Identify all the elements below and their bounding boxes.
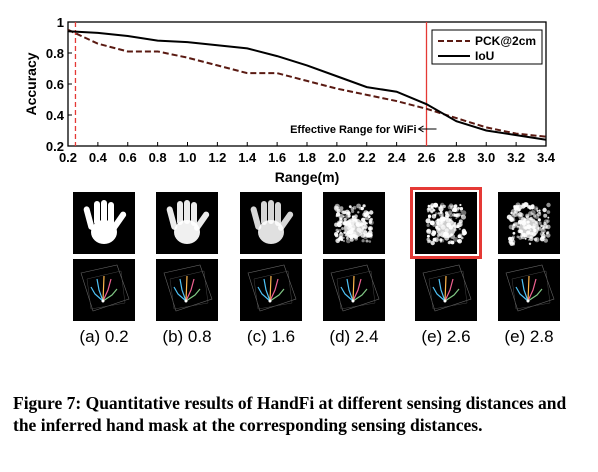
hand-mask-panel (410, 187, 482, 259)
legend-label: PCK@2cm (475, 34, 536, 48)
hand-mask-image (250, 200, 294, 244)
hand-skeleton-image (330, 264, 380, 312)
hand-skeleton-image (247, 264, 297, 312)
hand-skeleton-panel (498, 259, 560, 321)
hand-mask-panel (323, 192, 385, 254)
hand-mask-panel (498, 192, 560, 254)
hand-mask-image (506, 202, 551, 246)
x-tick-label: 1.8 (298, 150, 316, 165)
hand-skeleton-panel (415, 259, 477, 321)
hand-skeleton-image (80, 264, 130, 312)
x-tick-label: 3.2 (507, 150, 525, 165)
panel-label: (d) 2.4 (329, 327, 379, 346)
legend-box (431, 29, 543, 65)
panel-label: (b) 0.8 (162, 327, 212, 346)
x-tick-label: 0.2 (59, 150, 77, 165)
y-tick-label: 1 (57, 15, 64, 30)
hand-mask-image (425, 202, 467, 246)
y-tick-label: 0.8 (46, 46, 64, 61)
x-tick-label: 1.2 (208, 150, 226, 165)
annotation-arrowhead (417, 125, 424, 133)
series-line-pck-2cm (67, 28, 547, 138)
hand-mask-image (83, 200, 127, 244)
x-tick-label: 0.8 (149, 150, 167, 165)
hand-mask-panel (240, 192, 302, 254)
y-axis-label: Accuracy (23, 52, 39, 115)
panel-label: (e) 2.6 (421, 327, 471, 346)
figure-caption: Figure 7: Quantitative results of HandFi… (13, 393, 567, 435)
x-tick-label: 2.2 (358, 150, 376, 165)
x-tick-label: 0.4 (89, 150, 108, 165)
accuracy-range-chart: 0.2 0.4 0.6 0.8 1.0 1.2 1.4 1.6 1.8 2.0 2.2 2.4 2.6 2… (23, 15, 556, 185)
hand-mask-panel (156, 192, 218, 254)
hand-skeleton-image (163, 264, 213, 312)
hand-skeleton-panel (323, 259, 385, 321)
hand-skeleton-row (70, 259, 560, 321)
x-tick-label: 1.4 (238, 150, 257, 165)
x-tick-label: 1.0 (178, 150, 196, 165)
hand-mask-image (333, 203, 374, 244)
x-tick-label: 0.6 (119, 150, 137, 165)
x-tick-label: 2.6 (417, 150, 435, 165)
x-tick-label: 2.8 (447, 150, 465, 165)
legend-label: IoU (475, 49, 494, 63)
hand-skeleton-image (505, 264, 555, 312)
hand-mask-panel (73, 192, 135, 254)
hand-skeleton-panel (73, 259, 135, 321)
x-axis-label: Range(m) (275, 169, 340, 185)
y-tick-label: 0.2 (46, 139, 64, 154)
annotation-text: Effective Range for WiFi (290, 124, 416, 136)
x-tick-label: 2.4 (388, 150, 407, 165)
x-tick-label: 1.6 (268, 150, 286, 165)
hand-mask-image (166, 200, 210, 244)
x-tick-label: 3.0 (477, 150, 495, 165)
hand-mask-row (70, 187, 560, 259)
panel-label: (a) 0.2 (79, 327, 129, 346)
x-tick-label: 3.4 (537, 150, 556, 165)
panel-label: (c) 1.6 (246, 327, 296, 346)
x-tick-label: 2.0 (328, 150, 346, 165)
series-line-iou (67, 30, 547, 141)
y-tick-label: 0.6 (46, 77, 64, 92)
hand-skeleton-image (422, 264, 472, 312)
y-tick-label: 0.4 (46, 108, 65, 123)
hand-skeleton-panel (240, 259, 302, 321)
hand-skeleton-panel (156, 259, 218, 321)
panel-label: (e) 2.8 (504, 327, 554, 346)
